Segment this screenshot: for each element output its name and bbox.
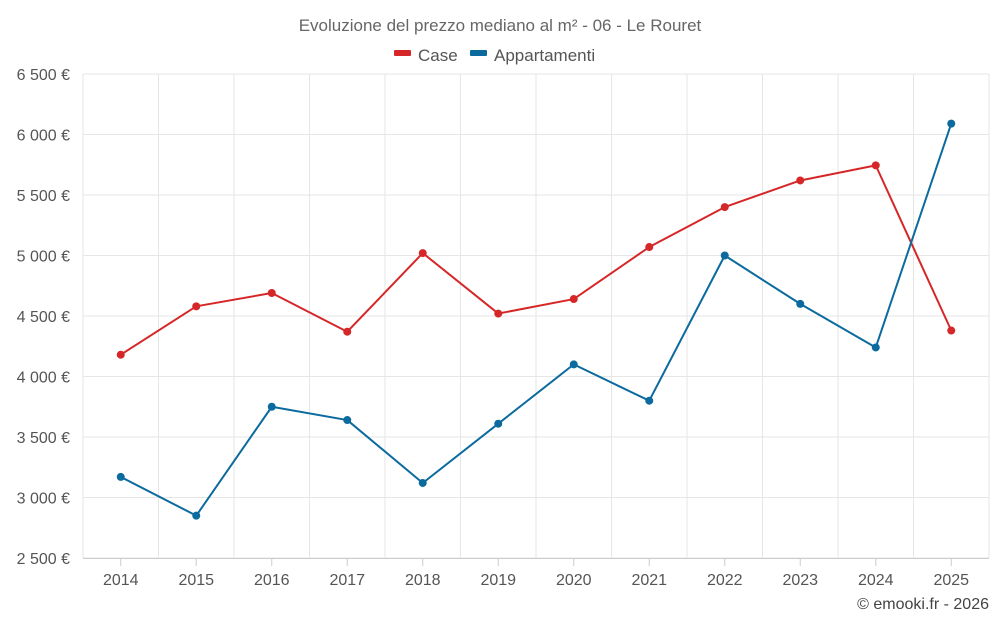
data-point[interactable] — [569, 295, 578, 304]
x-tick-label: 2020 — [556, 572, 592, 589]
credit-text: © emooki.fr - 2026 — [857, 596, 989, 613]
y-tick-label: 4 500 € — [17, 309, 70, 326]
y-tick-label: 5 000 € — [17, 249, 70, 266]
x-tick-label: 2018 — [405, 572, 441, 589]
data-point[interactable] — [871, 343, 880, 352]
data-point[interactable] — [418, 249, 427, 258]
legend-swatch — [470, 50, 487, 56]
data-point[interactable] — [569, 360, 578, 369]
legend-label[interactable]: Case — [418, 46, 458, 65]
grid — [82, 73, 990, 559]
legend: Case Appartamenti — [394, 46, 595, 65]
data-point[interactable] — [116, 472, 125, 481]
data-point[interactable] — [645, 396, 654, 405]
axes: 2 500 € 3 000 € 3 500 € 4 000 € 4 500 € 5 000… — [17, 67, 989, 589]
data-point[interactable] — [343, 327, 352, 336]
data-point[interactable] — [947, 326, 956, 335]
series-line — [120, 123, 953, 517]
data-point[interactable] — [720, 251, 729, 260]
y-tick-label: 3 000 € — [17, 491, 70, 508]
data-point[interactable] — [418, 478, 427, 487]
chart-title: Evoluzione del prezzo mediano al m² - 06… — [299, 16, 702, 35]
series-appartamenti — [116, 119, 956, 520]
data-point[interactable] — [343, 416, 352, 425]
y-tick-label: 6 500 € — [17, 67, 70, 84]
series — [116, 119, 956, 520]
data-point[interactable] — [192, 511, 201, 520]
y-tick-label: 2 500 € — [17, 551, 70, 568]
data-point[interactable] — [720, 203, 729, 212]
data-point[interactable] — [947, 119, 956, 128]
y-tick-label: 5 500 € — [17, 188, 70, 205]
x-tick-label: 2021 — [631, 572, 667, 589]
data-point[interactable] — [192, 302, 201, 311]
x-tick-label: 2023 — [782, 572, 818, 589]
data-point[interactable] — [796, 176, 805, 185]
x-tick-label: 2024 — [858, 572, 894, 589]
series-line — [120, 164, 953, 356]
data-point[interactable] — [494, 419, 503, 428]
x-tick-label: 2015 — [178, 572, 214, 589]
y-tick-label: 4 000 € — [17, 370, 70, 387]
legend-label[interactable]: Appartamenti — [494, 46, 595, 65]
data-point[interactable] — [871, 161, 880, 170]
data-point[interactable] — [494, 309, 503, 318]
data-point[interactable] — [796, 299, 805, 308]
y-tick-label: 3 500 € — [17, 430, 70, 447]
x-tick-label: 2019 — [480, 572, 516, 589]
x-tick-label: 2022 — [707, 572, 743, 589]
legend-swatch — [394, 50, 411, 56]
series-case — [116, 161, 956, 359]
data-point[interactable] — [645, 243, 654, 252]
data-point[interactable] — [267, 289, 276, 298]
x-tick-label: 2017 — [329, 572, 365, 589]
x-tick-label: 2025 — [933, 572, 969, 589]
data-point[interactable] — [267, 402, 276, 411]
y-tick-label: 6 000 € — [17, 128, 70, 145]
data-point[interactable] — [116, 350, 125, 359]
x-tick-label: 2016 — [254, 572, 290, 589]
x-tick-label: 2014 — [103, 572, 139, 589]
